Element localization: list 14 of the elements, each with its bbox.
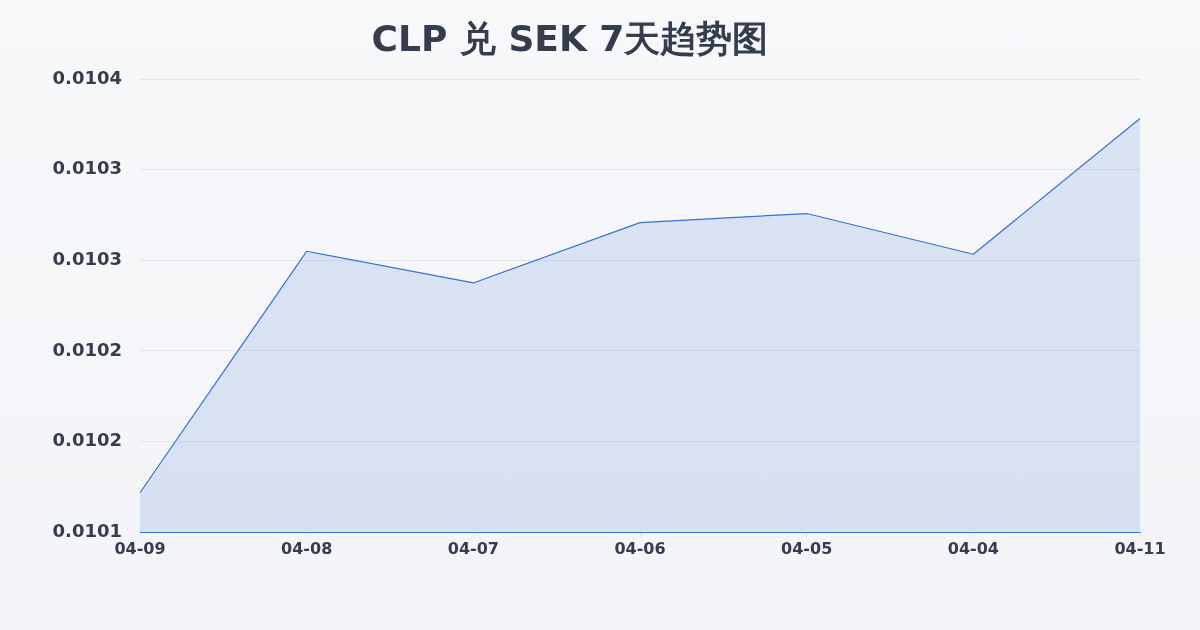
y-tick-label: 0.0102 xyxy=(52,429,122,451)
y-tick-label: 0.0103 xyxy=(52,247,122,269)
y-tick-label: 0.0104 xyxy=(52,66,122,88)
y-tick-label: 0.0102 xyxy=(52,338,122,360)
x-tick-label: 04-04 xyxy=(947,538,999,558)
x-tick-label: 04-11 xyxy=(1114,538,1166,558)
x-tick-label: 04-08 xyxy=(281,538,333,558)
x-tick-label: 04-05 xyxy=(781,538,833,558)
y-tick-label: 0.0103 xyxy=(52,157,122,179)
x-tick-label: 04-06 xyxy=(614,538,666,558)
x-tick-label: 04-07 xyxy=(447,538,499,558)
chart-title: CLP 兑 SEK 7天趋势图 xyxy=(371,17,769,59)
y-tick-label: 0.0101 xyxy=(52,519,122,541)
x-tick-label: 04-09 xyxy=(114,538,166,558)
